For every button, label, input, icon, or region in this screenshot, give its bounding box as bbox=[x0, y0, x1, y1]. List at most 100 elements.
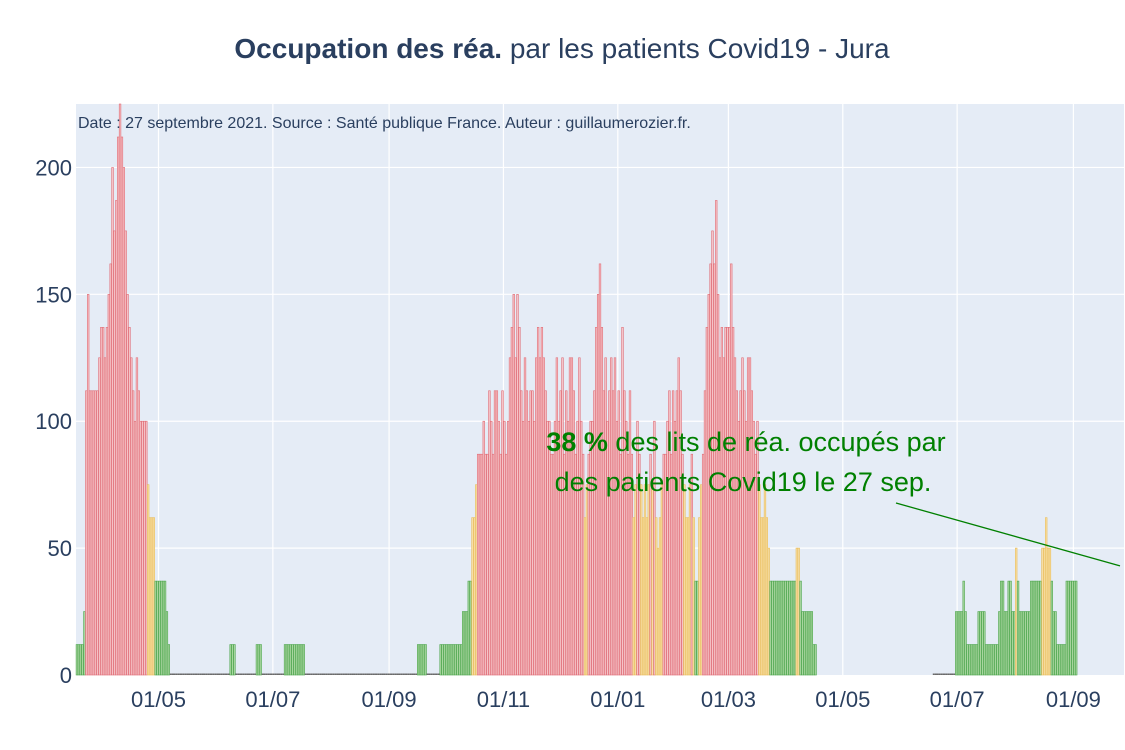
bar bbox=[231, 644, 234, 676]
bar bbox=[994, 644, 997, 676]
bar bbox=[765, 517, 768, 676]
bar bbox=[1003, 611, 1007, 676]
bar bbox=[1045, 517, 1048, 676]
bar bbox=[763, 484, 767, 676]
bar bbox=[955, 611, 958, 676]
bar bbox=[171, 673, 174, 675]
bar bbox=[177, 673, 180, 675]
bar bbox=[77, 644, 80, 676]
bar bbox=[195, 673, 198, 675]
bar bbox=[805, 611, 808, 676]
bar bbox=[514, 357, 517, 676]
bar bbox=[782, 580, 785, 676]
bar bbox=[555, 357, 559, 676]
bar bbox=[434, 673, 436, 675]
bar bbox=[761, 517, 765, 676]
bar bbox=[407, 673, 410, 675]
bar bbox=[351, 673, 354, 675]
bar bbox=[591, 420, 594, 676]
bar bbox=[458, 644, 461, 676]
bar bbox=[362, 673, 365, 675]
bar bbox=[971, 644, 975, 676]
bar bbox=[962, 580, 965, 676]
bar bbox=[124, 230, 127, 676]
bar bbox=[368, 673, 371, 675]
x-tick-label: 01/11 bbox=[477, 687, 530, 712]
bar bbox=[1039, 580, 1042, 676]
bar bbox=[265, 673, 268, 675]
bar bbox=[387, 673, 390, 675]
annotation: 38 % des lits de réa. occupés par des pa… bbox=[546, 427, 1121, 567]
bar bbox=[615, 420, 619, 676]
bar bbox=[585, 484, 589, 676]
bar bbox=[248, 673, 251, 675]
bar bbox=[780, 580, 783, 676]
bar bbox=[276, 673, 279, 675]
bar bbox=[797, 547, 800, 676]
bar bbox=[169, 673, 172, 675]
bar bbox=[698, 517, 701, 676]
bar bbox=[983, 611, 986, 676]
bar bbox=[506, 420, 510, 676]
bar bbox=[1052, 611, 1055, 676]
bar bbox=[132, 390, 135, 676]
bar bbox=[473, 517, 476, 676]
bar bbox=[141, 420, 144, 676]
bar bbox=[1030, 580, 1033, 676]
bar bbox=[334, 673, 337, 675]
bar bbox=[377, 673, 380, 675]
bar bbox=[404, 673, 406, 675]
bar bbox=[696, 580, 699, 676]
bar bbox=[720, 327, 724, 676]
bar bbox=[790, 580, 793, 676]
bar bbox=[330, 673, 333, 675]
bar bbox=[203, 673, 206, 675]
bar bbox=[239, 673, 241, 675]
bar bbox=[985, 644, 988, 676]
bar bbox=[478, 453, 482, 676]
y-tick-label: 200 bbox=[35, 155, 72, 180]
bar bbox=[1063, 644, 1067, 676]
bar bbox=[329, 673, 331, 675]
bar bbox=[98, 357, 101, 676]
bar bbox=[583, 517, 587, 676]
bar bbox=[566, 420, 570, 676]
bar bbox=[726, 327, 729, 676]
bar bbox=[184, 673, 187, 675]
bar bbox=[411, 673, 414, 675]
bar bbox=[1061, 644, 1065, 676]
bar bbox=[799, 580, 802, 676]
bar bbox=[632, 517, 635, 676]
bar bbox=[1065, 580, 1068, 676]
bar bbox=[636, 420, 639, 676]
bar bbox=[746, 357, 750, 676]
bar bbox=[460, 644, 463, 676]
bar bbox=[1022, 611, 1025, 676]
bar bbox=[212, 673, 215, 675]
bar bbox=[998, 611, 1001, 676]
bar bbox=[1037, 580, 1040, 676]
x-tick-label: 01/03 bbox=[701, 687, 756, 712]
bar bbox=[752, 420, 755, 676]
bar bbox=[1056, 644, 1059, 676]
bar bbox=[173, 673, 176, 675]
bar bbox=[656, 547, 660, 676]
bar bbox=[694, 580, 697, 676]
bar bbox=[653, 420, 656, 676]
bar bbox=[190, 673, 193, 675]
bar bbox=[981, 611, 984, 676]
bar bbox=[465, 611, 469, 676]
bar bbox=[1046, 547, 1050, 676]
bar bbox=[540, 327, 544, 676]
bar bbox=[145, 420, 148, 676]
bar bbox=[688, 484, 692, 676]
bar bbox=[745, 420, 748, 676]
bar bbox=[229, 644, 232, 676]
bar bbox=[643, 484, 647, 676]
bar bbox=[806, 611, 810, 676]
bar bbox=[791, 580, 795, 676]
bar bbox=[209, 673, 211, 675]
bar bbox=[133, 420, 137, 676]
bar bbox=[512, 294, 515, 676]
bar bbox=[283, 644, 287, 676]
